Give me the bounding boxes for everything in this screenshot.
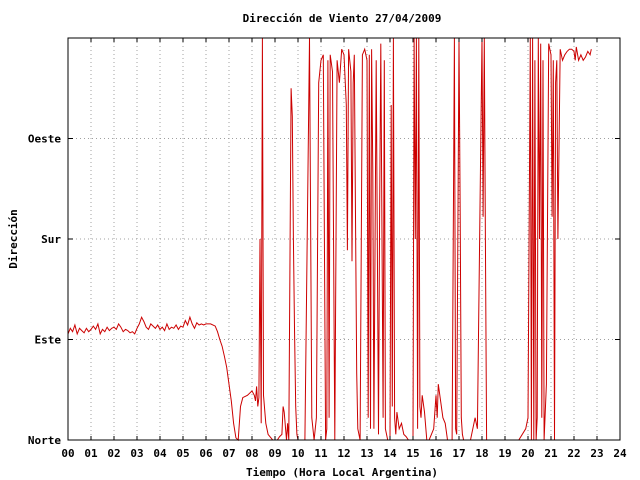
x-tick-label: 00 (61, 447, 74, 460)
x-tick-label: 22 (567, 447, 580, 460)
x-tick-label: 20 (521, 447, 534, 460)
x-tick-label: 06 (199, 447, 213, 460)
x-tick-label: 07 (222, 447, 235, 460)
x-tick-label: 04 (153, 447, 167, 460)
x-tick-label: 11 (314, 447, 328, 460)
x-tick-label: 13 (360, 447, 373, 460)
y-tick-label: Sur (41, 233, 61, 246)
grid (68, 38, 620, 440)
x-tick-label: 19 (498, 447, 511, 460)
x-tick-label: 10 (291, 447, 304, 460)
x-tick-label: 17 (452, 447, 465, 460)
x-tick-label: 08 (245, 447, 258, 460)
chart-title: Dirección de Viento 27/04/2009 (243, 12, 442, 25)
x-tick-label: 14 (383, 447, 397, 460)
y-tick-label: Oeste (28, 133, 61, 146)
x-tick-label: 02 (107, 447, 120, 460)
y-tick-label: Este (35, 334, 62, 347)
x-tick-label: 09 (268, 447, 281, 460)
x-tick-label: 03 (130, 447, 143, 460)
x-axis-label: Tiempo (Hora Local Argentina) (246, 466, 438, 479)
y-axis: Norte Este Sur Oeste (28, 133, 620, 447)
x-tick-label: 12 (337, 447, 350, 460)
x-tick-label: 15 (406, 447, 419, 460)
y-tick-label: Norte (28, 434, 61, 447)
x-axis: 00 01 02 03 04 05 06 07 08 09 10 11 12 13 14 15 16 17 18 19… (61, 38, 627, 460)
x-tick-label: 21 (544, 447, 558, 460)
x-tick-label: 23 (590, 447, 603, 460)
x-tick-label: 18 (475, 447, 488, 460)
x-tick-label: 24 (613, 447, 627, 460)
y-axis-label: Dirección (7, 209, 20, 269)
x-tick-label: 16 (429, 447, 443, 460)
x-tick-label: 05 (176, 447, 189, 460)
x-tick-label: 01 (84, 447, 98, 460)
